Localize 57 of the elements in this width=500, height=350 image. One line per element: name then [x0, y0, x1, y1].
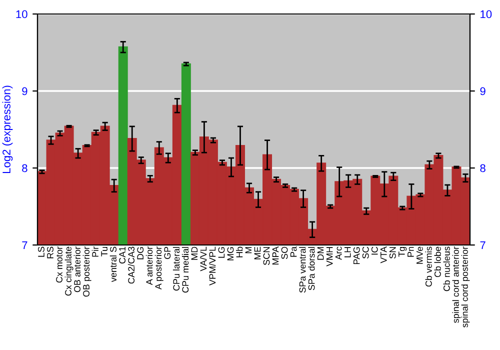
x-tick-label: Cx cingulate — [64, 246, 74, 296]
x-tick-label: SC — [362, 246, 369, 259]
x-tick-label: VA/VL — [200, 246, 207, 272]
x-tick-label: CPu medial — [182, 246, 189, 293]
y-tick-label: 8 — [22, 164, 28, 172]
x-tick-label: Cx motor — [56, 246, 62, 283]
x-tick-label: VPM/VPL — [208, 246, 216, 286]
x-tick-label: MVe — [416, 246, 423, 264]
x-tick-label: Cb nucleus — [443, 246, 450, 292]
x-tick-label: IC — [371, 246, 378, 255]
x-tick-label: ventral S — [110, 246, 117, 282]
x-tick-label: MD — [191, 246, 198, 260]
x-tick-label: Cb lobe — [434, 246, 441, 278]
x-tick-label: VTA — [380, 246, 387, 264]
x-tick-label: DM — [317, 247, 324, 260]
y2-tick-label: 8 — [480, 164, 486, 172]
x-tick-label: Cb vermis — [425, 246, 432, 287]
x-tick-label: GP — [164, 246, 171, 259]
x-tick-label: PAG — [353, 247, 360, 264]
x-tick-label: Pa — [290, 246, 297, 257]
x-tick-label: A posterior — [154, 246, 164, 290]
x-tick-label: CA1 — [119, 246, 126, 264]
x-tick-label: ME — [254, 246, 261, 260]
y-tick-label: 7 — [22, 241, 28, 250]
x-tick-label: VMH — [326, 247, 333, 266]
x-tick-label: DG — [137, 247, 144, 260]
x-tick-label: Arc — [335, 246, 342, 260]
x-tick-label: A anterior — [146, 246, 153, 286]
x-tick-label: SCN — [263, 247, 270, 266]
x-tick-label: Tg — [398, 246, 407, 257]
x-tick-label: LH — [344, 247, 351, 258]
x-tick-label: MG — [227, 247, 234, 260]
x-tick-label: MPA — [272, 246, 279, 265]
x-tick-label: OB anterior — [74, 246, 80, 292]
x-tick-label: spinal cord posterior — [461, 246, 470, 328]
y-tick-label: 10 — [16, 10, 28, 18]
x-tick-label: RS — [47, 246, 54, 258]
x-tick-label: SN — [389, 247, 396, 259]
x-tick-label: OB posterior — [82, 246, 92, 297]
x-tick-label: SO — [281, 246, 288, 260]
x-tick-label: spinal cord anterior — [452, 246, 461, 323]
x-tick-label: CA2/CA3 — [128, 246, 135, 284]
x-tick-label: Pir — [92, 246, 98, 257]
y2-tick-label: 9 — [480, 87, 486, 96]
x-tick-label: Pn — [408, 246, 414, 257]
x-tick-label: SPa dorsal — [308, 246, 315, 290]
x-tick-label: CPu lateral — [172, 246, 180, 291]
x-tick-label: Hb — [236, 246, 243, 258]
x-tick-label: SPa ventral — [299, 246, 306, 293]
x-tick-label: LS — [38, 246, 44, 257]
x-tick-label: Tu — [101, 246, 108, 256]
y-axis-title: Log2 (expression) — [2, 86, 13, 174]
x-tick-label: M — [245, 247, 252, 254]
y2-tick-label: 7 — [480, 241, 486, 250]
y2-tick-label: 10 — [480, 10, 492, 18]
y-tick-label: 9 — [22, 87, 28, 96]
x-tick-label: LG — [218, 247, 225, 258]
